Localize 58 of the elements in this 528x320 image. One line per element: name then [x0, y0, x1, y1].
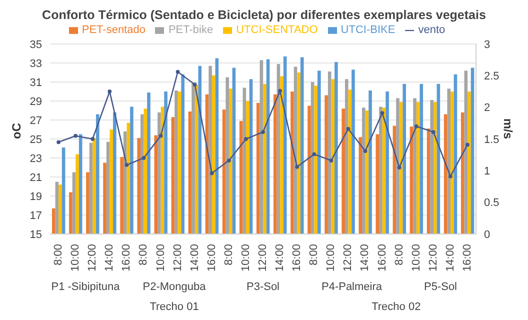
x-tick-label: 14:00 — [444, 244, 456, 272]
y-tick-label: 29 — [30, 96, 42, 108]
x-tick-label: 10:00 — [70, 244, 82, 272]
y-tick-label: 33 — [30, 58, 42, 70]
legend-label: UTCI-BIKE — [340, 24, 396, 36]
x-tick-label: 14:00 — [104, 244, 116, 272]
text: Trecho 02 — [372, 300, 421, 313]
y2-tick-label: 0 — [484, 228, 490, 241]
x-tick-label: 12:00 — [342, 244, 354, 272]
x-tick-label: 12:00 — [427, 244, 440, 272]
y-tick-label: 27 — [30, 114, 42, 127]
y-tick-label: 35 — [30, 38, 42, 51]
text: P2-Monguba — [142, 280, 207, 293]
legend-label: PET-bike — [168, 24, 214, 36]
x-tick-label: 16:00 — [206, 244, 218, 272]
legend-label: PET-sentado — [82, 24, 146, 36]
x-tick-label: 8:00 — [52, 244, 65, 266]
x-tick-label: 14:00 — [274, 244, 286, 272]
y-tick-label: 21 — [30, 172, 42, 184]
text: P4-Palmeira — [321, 280, 383, 293]
x-tick-label: 10:00 — [325, 244, 338, 272]
text: P3-Sol — [246, 280, 280, 293]
x-tick-label: 12:00 — [172, 244, 184, 272]
x-tick-label: 16:00 — [461, 244, 474, 272]
y2-tick-label: 1 — [484, 166, 490, 178]
x-tick-label: 12:00 — [257, 244, 269, 272]
chart-title: Conforto Térmico (Sentado e Bicicleta) por diferentes exemplares vegetais — [41, 8, 487, 24]
y-tick-label: 31 — [30, 76, 42, 89]
legend-label: UTCI-SENTADO — [236, 24, 318, 36]
y2-tick-label: 2 — [484, 102, 490, 114]
x-tick-label: 16:00 — [291, 244, 304, 272]
y-tick-label: 19 — [30, 190, 42, 203]
x-tick-label: 10:00 — [154, 244, 167, 272]
x-tick-label: 16:00 — [376, 244, 388, 272]
x-tick-label: 8:00 — [308, 244, 320, 266]
text: P5-Sol — [424, 280, 458, 293]
x-tick-label: 10:00 — [410, 244, 422, 272]
y-tick-label: 25 — [30, 134, 42, 146]
x-tick-label: 10:00 — [240, 244, 252, 272]
y2-tick-label: 2.5 — [484, 70, 500, 83]
y-tick-label: 23 — [30, 152, 42, 165]
x-tick-label: 12:00 — [86, 244, 99, 272]
x-tick-label: 8:00 — [138, 244, 150, 266]
text: Trecho 01 — [150, 300, 199, 313]
y-axis-title: oC — [9, 122, 24, 139]
x-tick-label: 8:00 — [222, 244, 235, 266]
legend-label: vento — [418, 24, 446, 36]
y2-tick-label: 0.5 — [484, 197, 500, 210]
y2-axis-title: m/s — [500, 118, 515, 140]
x-tick-label: 16:00 — [120, 244, 133, 272]
x-tick-label: 8:00 — [393, 244, 406, 266]
y2-tick-label: 3 — [484, 38, 490, 51]
y-tick-label: 17 — [30, 210, 42, 222]
y-tick-label: 15 — [30, 228, 42, 241]
text: P1 -Sibipituna — [51, 280, 121, 293]
x-tick-label: 14:00 — [359, 244, 372, 272]
y2-tick-label: 1.5 — [484, 134, 500, 146]
x-tick-label: 14:00 — [188, 244, 201, 272]
